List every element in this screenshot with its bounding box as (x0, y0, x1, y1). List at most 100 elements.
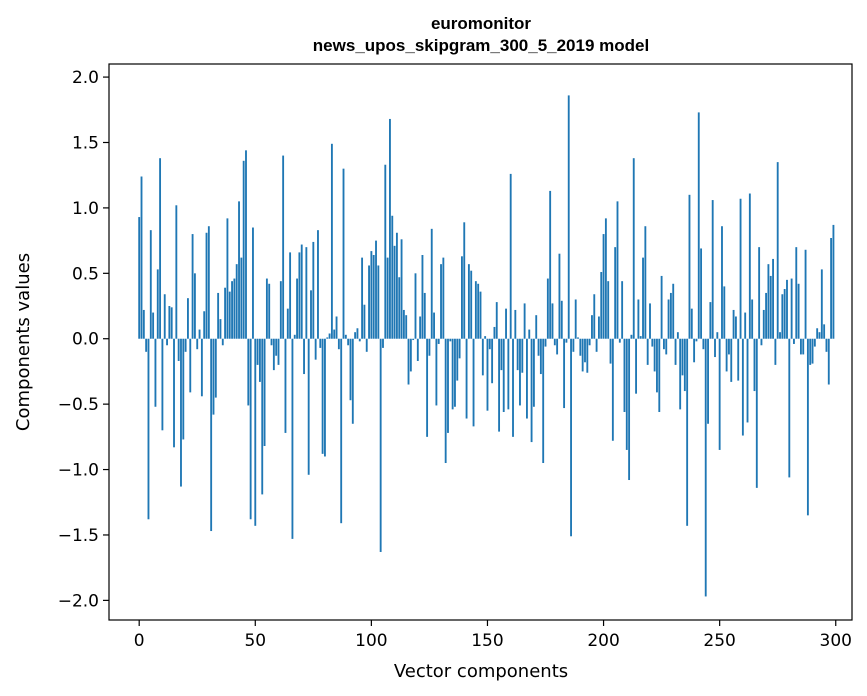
x-tick-label: 200 (587, 631, 619, 651)
bar-47 (247, 338, 250, 406)
bar-291 (813, 338, 816, 347)
bar-266 (755, 338, 758, 488)
bar-219 (646, 338, 649, 365)
bar-125 (428, 338, 431, 356)
bar-13 (168, 306, 171, 339)
bar-137 (456, 338, 459, 381)
bar-256 (732, 309, 735, 339)
bar-180 (556, 338, 559, 355)
bar-231 (674, 338, 677, 365)
bar-281 (790, 278, 793, 339)
bar-77 (317, 230, 319, 339)
bar-218 (644, 226, 647, 339)
bar-59 (275, 338, 278, 356)
bar-267 (758, 247, 761, 339)
bar-9 (159, 158, 162, 339)
bar-124 (426, 338, 429, 437)
bar-227 (665, 338, 668, 355)
bar-22 (189, 338, 192, 393)
bar-43 (238, 201, 240, 339)
bar-1 (140, 176, 143, 339)
bar-224 (658, 338, 661, 412)
bar-111 (395, 232, 398, 339)
bar-260 (741, 338, 744, 436)
bar-81 (326, 337, 329, 339)
bar-271 (767, 264, 770, 339)
chart-title: euromonitor (431, 14, 531, 33)
bar-195 (591, 315, 593, 339)
bar-123 (423, 292, 426, 339)
y-tick-label: −2.0 (58, 591, 99, 611)
bar-285 (799, 338, 802, 355)
bar-234 (681, 338, 684, 376)
bar-25 (196, 338, 199, 350)
bar-24 (193, 273, 196, 339)
bar-166 (523, 303, 526, 339)
bar-147 (479, 291, 482, 339)
bar-292 (816, 328, 819, 339)
bar-88 (342, 168, 345, 339)
x-tick-label: 50 (244, 631, 266, 651)
bar-153 (493, 326, 496, 339)
bar-144 (472, 338, 475, 427)
bar-247 (711, 200, 714, 339)
bar-269 (762, 309, 765, 339)
bar-114 (402, 309, 405, 339)
bar-244 (704, 338, 707, 597)
bar-155 (498, 338, 501, 432)
bar-53 (261, 338, 264, 495)
bar-238 (690, 308, 693, 339)
bar-294 (820, 269, 823, 339)
bar-170 (532, 338, 535, 407)
bar-97 (363, 304, 366, 339)
bar-184 (565, 338, 568, 343)
bar-254 (728, 338, 730, 355)
bar-164 (519, 338, 521, 406)
bars-group (138, 95, 835, 597)
x-axis-label: Vector components (394, 661, 568, 682)
bar-57 (270, 338, 273, 346)
bar-174 (542, 338, 545, 464)
bar-40 (231, 281, 233, 339)
bar-56 (268, 283, 271, 339)
bar-46 (245, 150, 247, 339)
bar-99 (368, 265, 370, 339)
bar-7 (154, 338, 157, 407)
bar-27 (200, 338, 203, 397)
bar-261 (744, 312, 747, 339)
bar-189 (577, 337, 579, 339)
bar-179 (553, 338, 556, 346)
bar-23 (191, 234, 194, 339)
bar-236 (686, 338, 689, 526)
bar-118 (412, 338, 415, 341)
x-axis: 0 50 100 150 200 250 300 (134, 620, 852, 651)
bar-116 (407, 338, 410, 385)
bar-129 (437, 338, 440, 344)
bar-273 (772, 258, 774, 339)
bar-54 (263, 338, 266, 447)
bar-142 (467, 264, 470, 339)
bar-215 (637, 299, 640, 339)
bar-201 (604, 218, 607, 339)
bar-283 (795, 247, 798, 339)
bar-182 (560, 300, 563, 339)
bar-15 (173, 338, 175, 448)
bar-70 (300, 244, 303, 339)
bar-126 (430, 228, 433, 339)
bar-69 (298, 252, 301, 339)
x-tick-label: 250 (703, 631, 735, 651)
x-tick-label: 150 (471, 631, 503, 651)
bar-243 (702, 338, 705, 350)
bar-235 (683, 338, 686, 392)
bar-165 (521, 338, 524, 373)
bar-297 (827, 338, 830, 385)
bar-274 (774, 338, 777, 365)
x-tick-label: 0 (134, 631, 145, 651)
bar-79 (321, 338, 324, 454)
bar-276 (779, 332, 781, 339)
bar-50 (254, 338, 257, 526)
bar-151 (488, 338, 491, 350)
bar-194 (588, 338, 591, 346)
bar-255 (730, 338, 733, 382)
bar-199 (600, 272, 603, 339)
